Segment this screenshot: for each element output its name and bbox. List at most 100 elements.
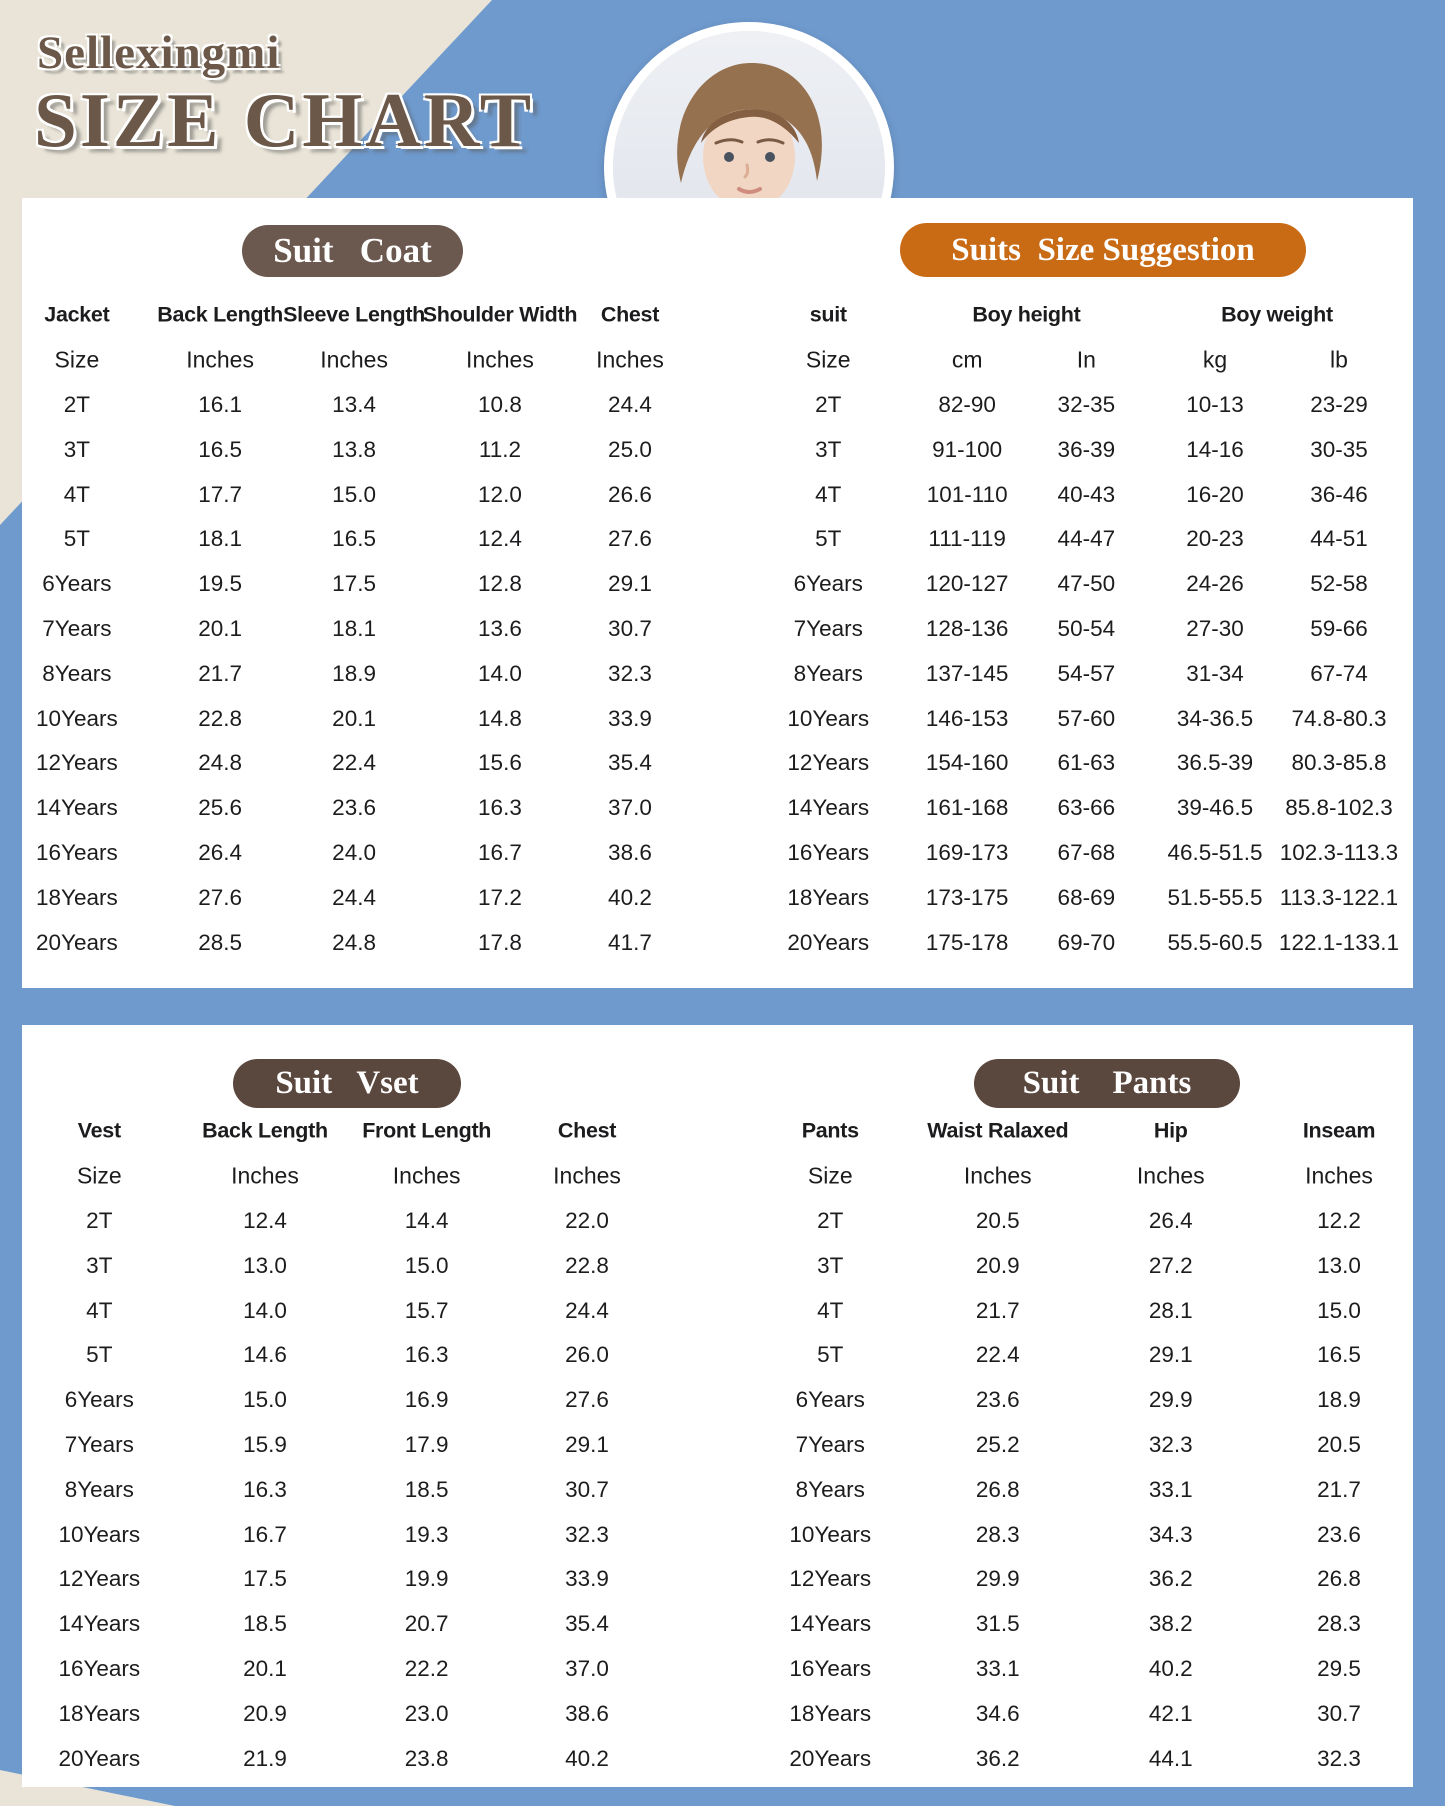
table-cell: 146-153 <box>925 705 1009 731</box>
table-row: Pants Waist Ralaxed Hip Inseam <box>722 1109 1403 1154</box>
table-cell: 33.1 <box>975 1655 1020 1681</box>
table-cell: 13.4 <box>332 391 376 417</box>
suit-pants-heading-label: Suit Pants <box>1022 1065 1192 1101</box>
table-cell: 10Years <box>789 1521 872 1547</box>
table-cell: 2T <box>86 1207 113 1233</box>
table-cell: 24.4 <box>565 1297 609 1323</box>
table-row: 10Years 146-153 57-60 34-36.5 74.8-80.3 <box>722 696 1403 741</box>
table-row: 6Years 23.6 29.9 18.9 <box>722 1378 1403 1423</box>
table-row: 5T 111-119 44-47 20-23 44-51 <box>722 517 1403 562</box>
table-cell: 7Years <box>42 615 112 641</box>
table-row: 12Years 24.8 22.4 15.6 35.4 <box>32 741 692 786</box>
table-row: 14Years 161-168 63-66 39-46.5 85.8-102.3 <box>722 786 1403 831</box>
table-cell: 35.4 <box>608 750 652 776</box>
table-cell: 17.5 <box>243 1566 287 1592</box>
table-cell: Inches <box>466 346 534 373</box>
table-cell: Inches <box>392 1162 461 1189</box>
table-cell: 12Years <box>787 750 870 776</box>
table-cell: 18.1 <box>198 526 242 552</box>
table-cell: 20Years <box>787 929 870 955</box>
table-cell: 10Years <box>58 1521 141 1547</box>
table-cell: 27.6 <box>608 526 652 552</box>
table-cell: 82-90 <box>938 391 996 417</box>
table-cell: 2T <box>63 391 91 417</box>
table-cell: 23.0 <box>404 1700 449 1726</box>
suit-pants-table: Pants Waist Ralaxed Hip Inseam Size Inches Inc… <box>722 1109 1403 1781</box>
table-cell: 36.2 <box>1148 1566 1193 1592</box>
table-cell: 29.1 <box>565 1431 609 1457</box>
table-cell: 33.9 <box>565 1566 609 1592</box>
table-cell: 5T <box>815 526 842 552</box>
table-cell: 21.9 <box>243 1745 287 1771</box>
table-cell: 18Years <box>58 1700 141 1726</box>
table-cell: 5T <box>86 1342 113 1368</box>
table-cell: 7Years <box>795 1431 865 1457</box>
table-cell: 18.1 <box>332 615 376 641</box>
table-row: 2T 82-90 32-35 10-13 23-29 <box>722 383 1403 428</box>
table-cell: Boy weight <box>1221 302 1333 327</box>
table-cell: 42.1 <box>1148 1700 1193 1726</box>
table-row: 10Years 28.3 34.3 23.6 <box>722 1512 1403 1557</box>
table-cell: 36.2 <box>975 1745 1020 1771</box>
table-cell: 21.7 <box>198 660 242 686</box>
table-row: 18Years 27.6 24.4 17.2 40.2 <box>32 875 692 920</box>
table-cell: 40-43 <box>1057 481 1116 507</box>
table-cell: 32.3 <box>565 1521 609 1547</box>
table-cell: 19.3 <box>404 1521 449 1547</box>
table-cell: 28.3 <box>1317 1611 1361 1637</box>
table-cell: 14.4 <box>404 1207 449 1233</box>
table-cell: 22.2 <box>404 1655 449 1681</box>
table-cell: 6Years <box>42 571 112 597</box>
table-cell: 24.8 <box>332 929 376 955</box>
table-cell: 8Years <box>795 1476 865 1502</box>
table-cell: 16.5 <box>198 436 242 462</box>
table-cell: 47-50 <box>1057 571 1116 597</box>
table-cell: 8Years <box>42 660 112 686</box>
table-cell: 12.4 <box>243 1207 287 1233</box>
table-cell: 69-70 <box>1057 929 1116 955</box>
table-cell: 128-136 <box>925 615 1009 641</box>
table-cell: 23.6 <box>1317 1521 1361 1547</box>
table-cell: 12Years <box>58 1566 141 1592</box>
table-cell: 26.8 <box>975 1476 1020 1502</box>
table-cell: 5T <box>63 526 91 552</box>
table-cell: Shoulder Width <box>422 302 578 327</box>
table-cell: 27.6 <box>198 884 242 910</box>
table-cell: In <box>1076 346 1096 373</box>
table-cell: 15.0 <box>243 1387 287 1413</box>
table-cell: 39-46.5 <box>1176 795 1254 821</box>
table-cell: 27.2 <box>1148 1252 1193 1278</box>
table-cell: 19.9 <box>404 1566 449 1592</box>
table-cell: 30.7 <box>565 1476 609 1502</box>
table-cell: 67-74 <box>1310 660 1368 686</box>
table-cell: 23.6 <box>332 795 376 821</box>
table-cell: 50-54 <box>1057 615 1116 641</box>
table-cell: 3T <box>86 1252 113 1278</box>
table-cell: 29.9 <box>1148 1387 1193 1413</box>
table-row: 16Years 169-173 67-68 46.5-51.5 102.3-113.3 <box>722 831 1403 876</box>
table-cell: 6Years <box>793 571 863 597</box>
table-cell: 122.1-133.1 <box>1278 929 1400 955</box>
suit-coat-heading-label: Suit Coat <box>273 231 432 270</box>
table-cell: 11.2 <box>478 436 521 462</box>
table-cell: 28.3 <box>975 1521 1020 1547</box>
suits-size-suggestion-heading-label: Suits Size Suggestion <box>951 231 1255 268</box>
table-cell: 6Years <box>795 1387 865 1413</box>
table-row: 20Years 175-178 69-70 55.5-60.5 122.1-133.1 <box>722 920 1403 965</box>
table-cell: Inches <box>1136 1162 1205 1189</box>
table-row: Size Inches Inches Inches Inches <box>32 338 692 383</box>
table-cell: suit <box>809 302 847 327</box>
table-cell: Sleeve Length <box>283 302 426 327</box>
table-cell: Inches <box>596 346 664 373</box>
table-cell: 35.4 <box>565 1611 609 1637</box>
table-cell: 12Years <box>36 750 118 776</box>
table-cell: 21.7 <box>975 1297 1020 1323</box>
table-cell: 12.0 <box>478 481 522 507</box>
table-cell: 54-57 <box>1057 660 1116 686</box>
table-cell: 7Years <box>64 1431 134 1457</box>
top-panel: Suit Coat Suits Size Suggestion Jacket Ba… <box>22 198 1413 988</box>
table-cell: 13.0 <box>1317 1252 1361 1278</box>
table-cell: 17.5 <box>332 571 376 597</box>
table-cell: 22.8 <box>565 1252 609 1278</box>
